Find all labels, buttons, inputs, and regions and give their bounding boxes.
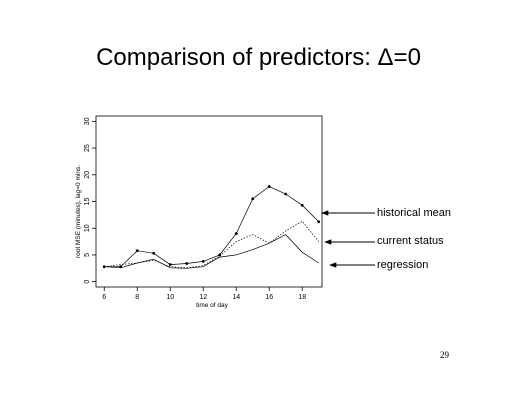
x-axis-label: time of day [196, 302, 229, 309]
legend-label-regression: regression [377, 259, 429, 271]
legend-label-current-status: current status [377, 235, 444, 247]
legend-arrows [321, 210, 375, 268]
y-tick-label: 5 [84, 253, 91, 257]
series-point-historical-mean [251, 197, 255, 201]
x-tick-label: 14 [232, 294, 240, 301]
y-tick-label: 15 [84, 198, 91, 206]
series-point-historical-mean [185, 262, 189, 265]
x-tick-label: 8 [135, 294, 139, 301]
chart-axes: 6 8 10 12 14 16 18 0 5 10 15 20 25 30 time of day root … [75, 115, 323, 309]
series-layer [102, 185, 321, 269]
y-tick-label: 10 [84, 224, 91, 232]
series-point-historical-mean [284, 192, 288, 196]
legend-label-historical-mean: historical mean [377, 207, 451, 219]
x-tick-label: 18 [298, 294, 306, 301]
x-tick-label: 10 [166, 294, 174, 301]
series-point-historical-mean [300, 203, 304, 207]
x-tick-label: 6 [102, 294, 106, 301]
series-line-regression [104, 234, 319, 269]
x-tick-label: 12 [199, 294, 207, 301]
y-axis-label: root MSE (minutes), lag=0 mins. [75, 165, 82, 258]
series-point-historical-mean [135, 249, 139, 253]
y-tick-label: 30 [84, 117, 91, 125]
x-tick-label: 16 [265, 294, 273, 301]
plot-frame [95, 115, 323, 288]
series-point-historical-mean [152, 251, 156, 255]
series-point-historical-mean [267, 185, 271, 188]
y-tick-label: 0 [84, 280, 91, 284]
slide-title: Comparison of predictors: Δ=0 [96, 44, 421, 71]
series-point-historical-mean [168, 263, 172, 266]
page-number: 29 [440, 350, 449, 360]
series-point-historical-mean [201, 259, 205, 263]
series-point-historical-mean [234, 232, 238, 235]
y-tick-label: 25 [84, 144, 91, 152]
series-line-historical-mean [104, 186, 319, 268]
series-line-current-status [104, 220, 319, 269]
y-tick-label: 20 [84, 171, 91, 179]
series-point-historical-mean [317, 220, 321, 224]
